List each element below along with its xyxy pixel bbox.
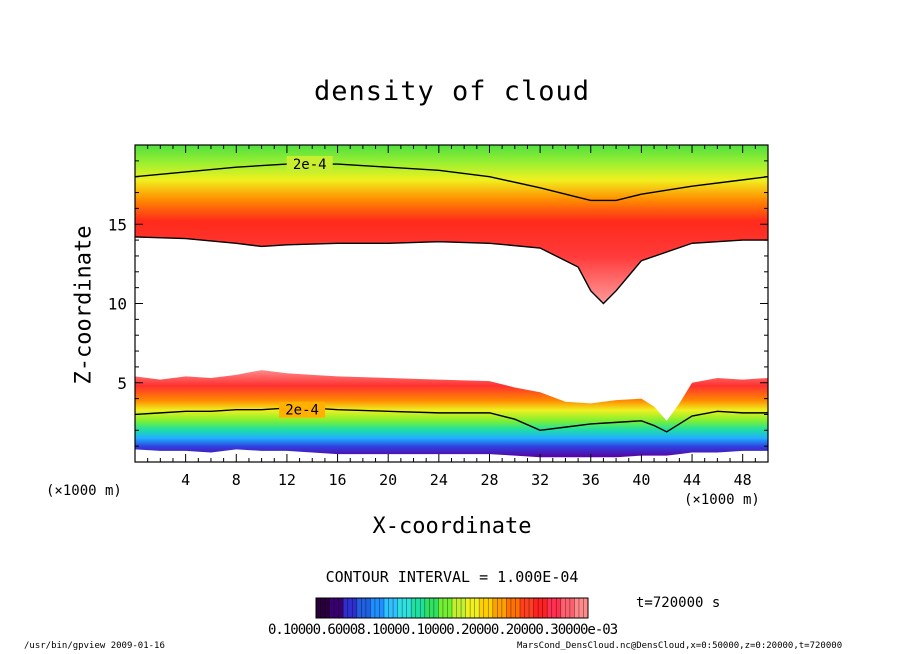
colorbar-cell (533, 598, 548, 618)
colorbar-cell (384, 598, 399, 618)
x-tick-label: 28 (480, 471, 498, 489)
time-label: t=720000 s (636, 595, 721, 611)
contour-label-bg (286, 156, 333, 173)
x-tick-label: 16 (329, 471, 347, 489)
colorbar-tick-labels: 0.10000.60008.10000.10000.20000.20000.30… (268, 622, 618, 638)
x-tick-label: 24 (430, 471, 448, 489)
x-tick-label: 44 (683, 471, 701, 489)
colorbar-cell (316, 598, 331, 618)
colorbar-cell (560, 598, 575, 618)
x-unit-label-left: (×1000 m) (46, 483, 122, 499)
colorbar-cell (520, 598, 535, 618)
colorbar-cell (574, 598, 589, 618)
footer-right: MarsCond_DensCloud.nc@DensCloud,x=0:5000… (517, 641, 843, 651)
colorbar-cell (506, 598, 521, 618)
colorbar-cell (452, 598, 467, 618)
upper-cloud-layer (135, 145, 768, 304)
y-tick-label: 10 (108, 295, 127, 314)
x-tick-label: 8 (232, 471, 241, 489)
x-tick-label: 40 (632, 471, 650, 489)
x-axis-label: X-coordinate (372, 514, 532, 539)
upper-layer-edge (134, 236, 768, 305)
colorbar-cell (465, 598, 480, 618)
colorbar-cell (411, 598, 426, 618)
chart-title: density of cloud (313, 76, 591, 107)
colorbar-cell (547, 598, 562, 618)
colorbar-cell (438, 598, 453, 618)
x-tick-label: 4 (181, 471, 190, 489)
colorbar-cell (424, 598, 439, 618)
upper-contour-line (134, 163, 769, 202)
x-tick-label: 20 (379, 471, 397, 489)
colorbar-cell (343, 598, 358, 618)
contour-label: 2e-4 (285, 403, 319, 419)
x-tick-label: 12 (278, 471, 296, 489)
colorbar-cell (329, 598, 344, 618)
x-unit-label-right: (×1000 m) (684, 492, 760, 508)
y-tick-label: 5 (117, 374, 127, 393)
colorbar-cell (356, 598, 371, 618)
colorbar-frame (315, 597, 589, 619)
colorbar-cell (370, 598, 385, 618)
colorbar-cell (492, 598, 507, 618)
x-tick-label: 36 (582, 471, 600, 489)
lower-contour-line (134, 407, 768, 433)
contour-label-bg (279, 401, 326, 418)
footer-left: /usr/bin/gpview 2009-01-16 (24, 641, 165, 651)
lower-cloud-layer (135, 370, 768, 458)
contour-label: 2e-4 (293, 157, 327, 173)
colorbar-cell (397, 598, 412, 618)
y-tick-label: 15 (108, 215, 127, 234)
x-tick-label: 48 (734, 471, 752, 489)
contour-interval-label: CONTOUR INTERVAL = 1.000E-04 (325, 568, 579, 586)
colorbar-cell (479, 598, 494, 618)
x-tick-label: 32 (531, 471, 549, 489)
